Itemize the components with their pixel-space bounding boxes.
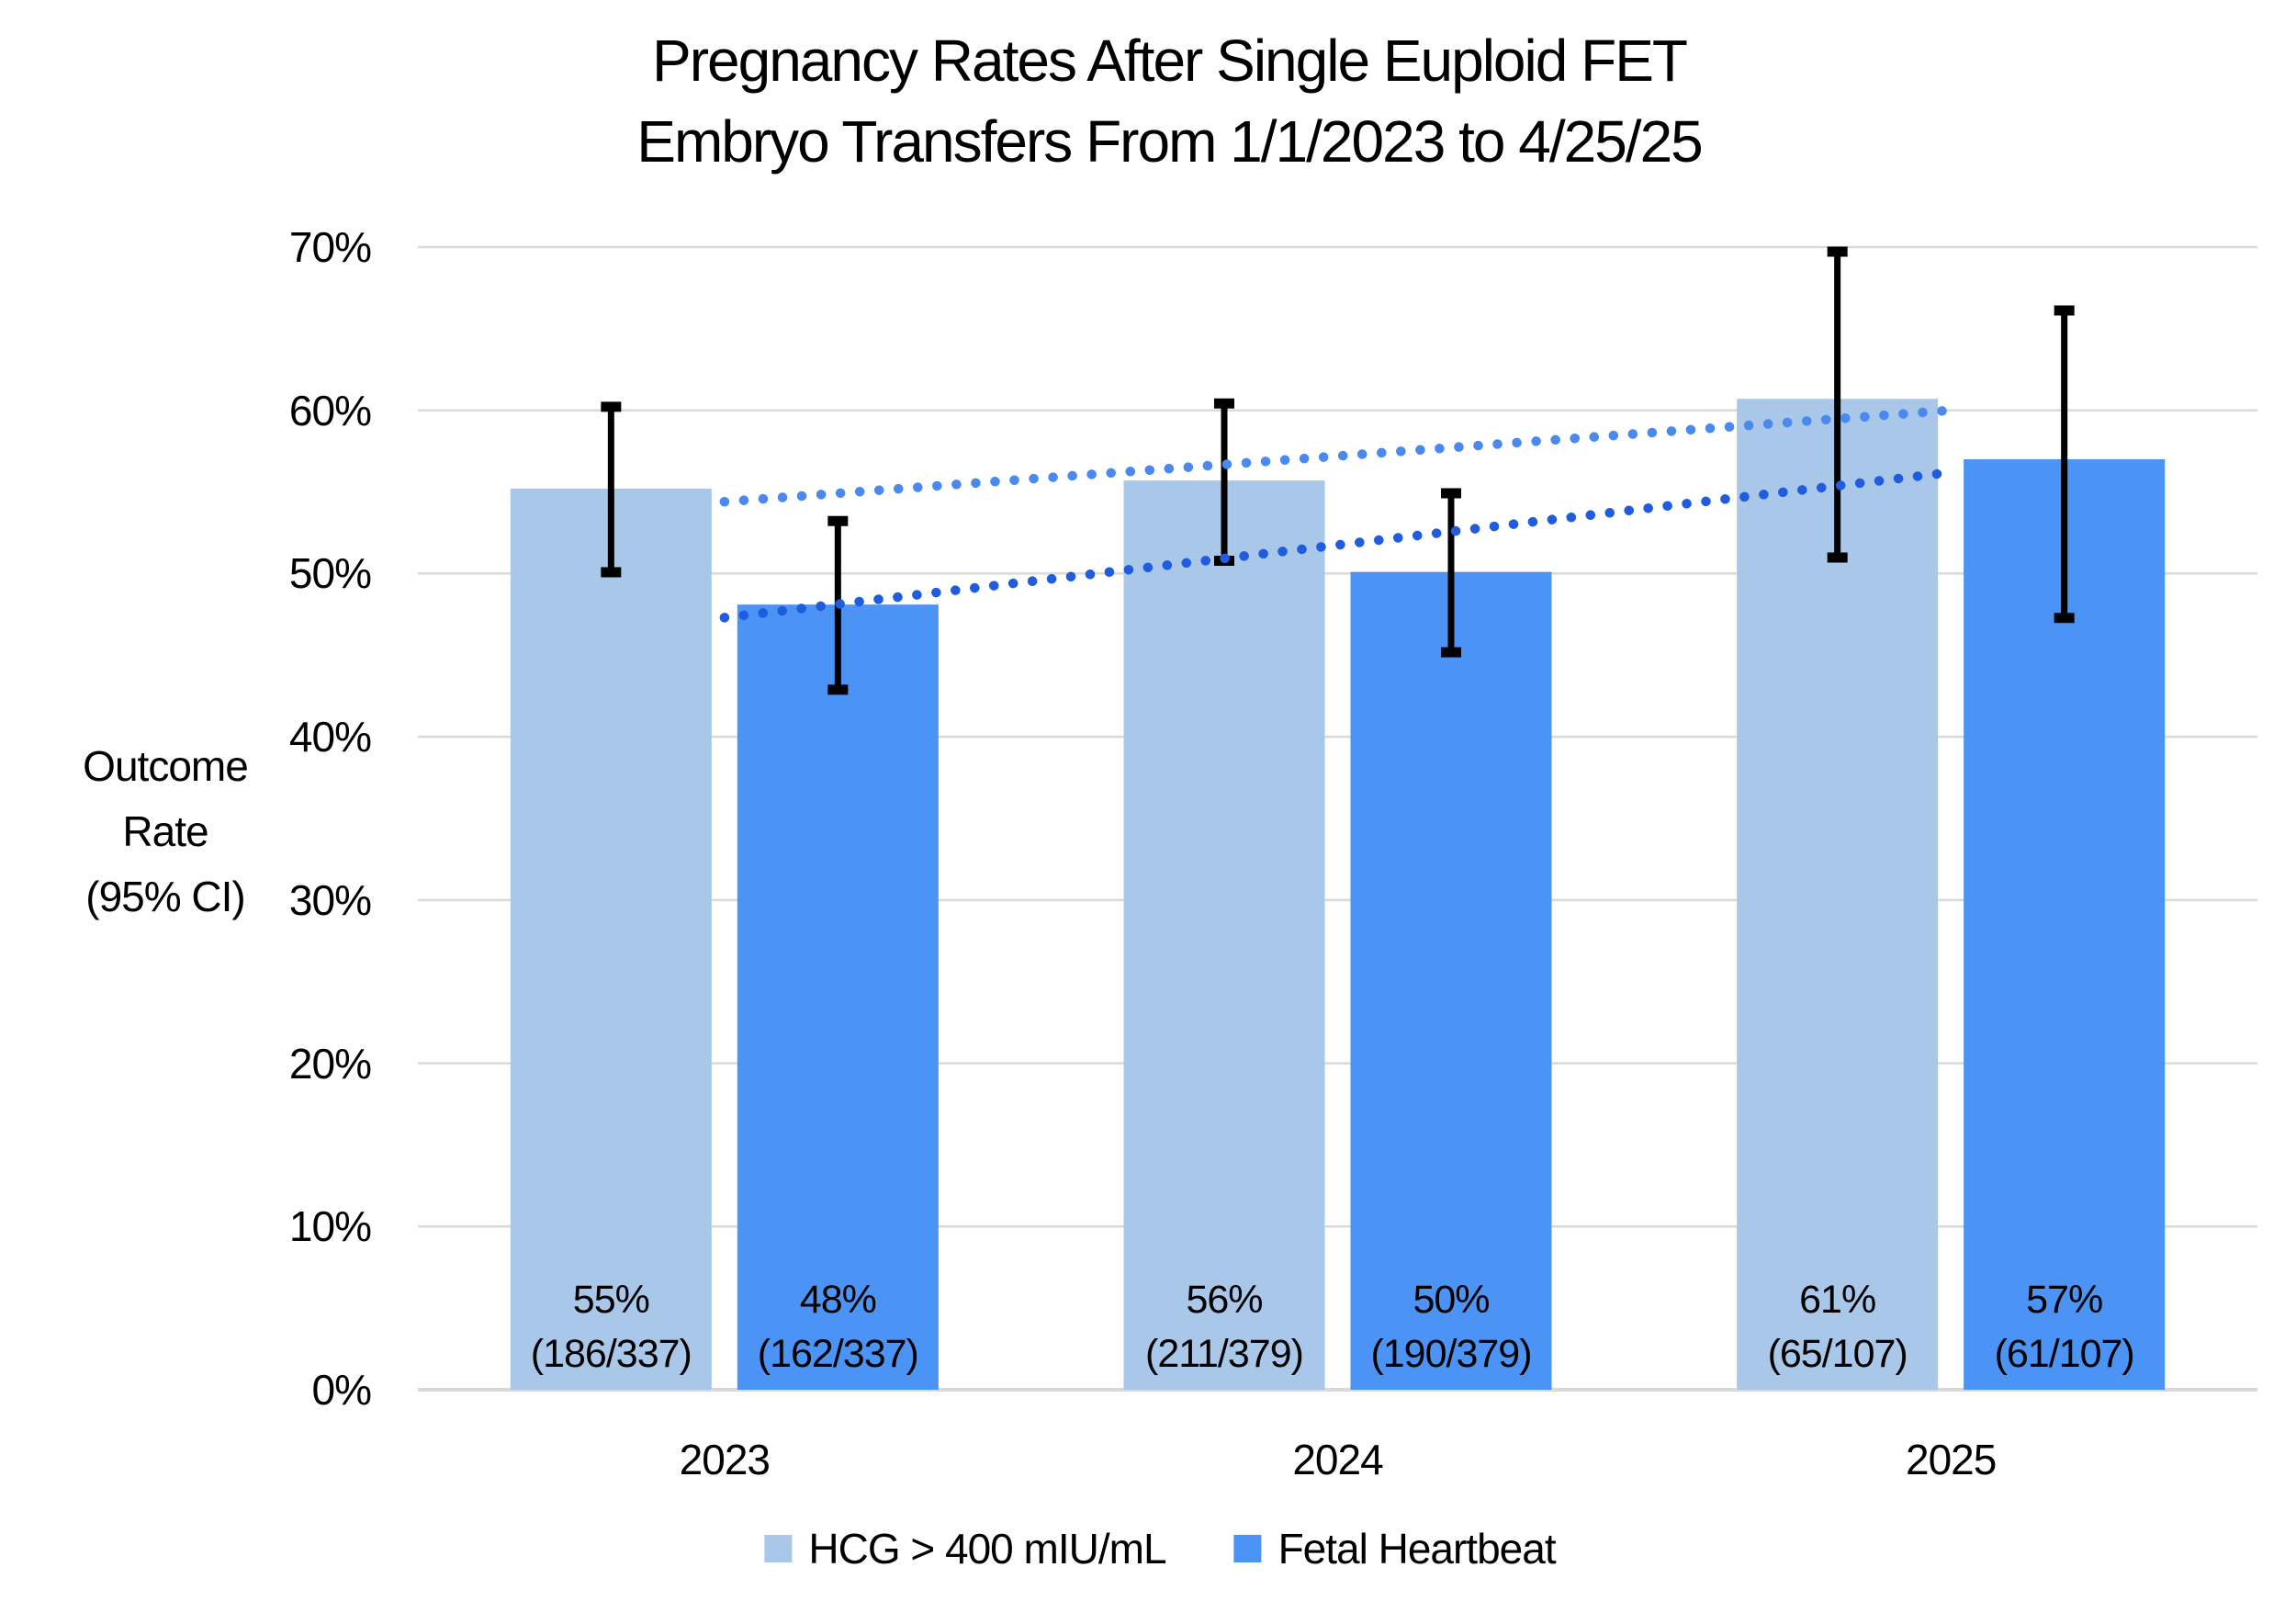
bar-hcg-2023 xyxy=(510,489,712,1390)
legend-swatch-hcg xyxy=(764,1535,793,1562)
chart-title-line-2: Embryo Transfers From 1/1/2023 to 4/25/2… xyxy=(636,108,1703,175)
legend-item-fetal-heartbeat: Fetal Heartbeat xyxy=(1233,1524,1557,1573)
legend-label-fetal-heartbeat: Fetal Heartbeat xyxy=(1277,1525,1557,1573)
x-axis-label-2025: 2025 xyxy=(1905,1436,1997,1483)
y-tick-label-70%: 70% xyxy=(288,223,372,271)
y-tick-label-40%: 40% xyxy=(288,713,372,761)
x-axis-label-2023: 2023 xyxy=(679,1436,771,1483)
y-axis-title-line-1: Outcome xyxy=(83,742,249,790)
bar-hcg-2024 xyxy=(1123,480,1325,1390)
bar-hcg-2025 xyxy=(1737,399,1939,1390)
y-axis-title: Outcome Rate (95% CI) xyxy=(83,734,249,930)
bar-label-hcg-2024: 56% (211/379) xyxy=(1145,1278,1304,1376)
trendline-fetal-heartbeat xyxy=(719,467,1956,623)
bar-label-fetal-heartbeat-2023: 48% (162/337) xyxy=(757,1278,919,1376)
bar-label-fetal-heartbeat-2025: 57% (61/107) xyxy=(1994,1278,2135,1376)
y-tick-label-10%: 10% xyxy=(288,1202,372,1251)
y-tick-label-20%: 20% xyxy=(288,1039,372,1088)
chart-title: Pregnancy Rates After Single Euploid FET… xyxy=(636,20,1703,182)
legend-item-hcg: HCG > 400 mIU/mL xyxy=(764,1524,1167,1573)
legend-label-hcg: HCG > 400 mIU/mL xyxy=(808,1525,1166,1573)
legend-swatch-fetal-heartbeat xyxy=(1233,1535,1262,1562)
y-tick-label-0%: 0% xyxy=(311,1366,372,1414)
bar-label-hcg-2023: 55% (186/337) xyxy=(530,1278,692,1376)
chart-title-line-1: Pregnancy Rates After Single Euploid FET xyxy=(652,28,1688,94)
y-tick-label-50%: 50% xyxy=(288,549,372,598)
y-axis-title-line-3: (95% CI) xyxy=(85,873,245,920)
bar-label-hcg-2025: 61% (65/107) xyxy=(1767,1278,1908,1376)
x-axis-label-2024: 2024 xyxy=(1292,1436,1383,1483)
y-axis-title-line-2: Rate xyxy=(122,807,208,855)
bar-fetal-heartbeat-2024 xyxy=(1350,571,1552,1390)
bar-fetal-heartbeat-2023 xyxy=(737,604,939,1390)
y-tick-label-60%: 60% xyxy=(288,386,372,434)
y-tick-label-30%: 30% xyxy=(288,875,372,924)
bar-label-fetal-heartbeat-2024: 50% (190/379) xyxy=(1370,1278,1532,1376)
legend: HCG > 400 mIU/mL Fetal Heartbeat xyxy=(764,1524,1557,1573)
trendline-hcg xyxy=(719,405,1956,507)
